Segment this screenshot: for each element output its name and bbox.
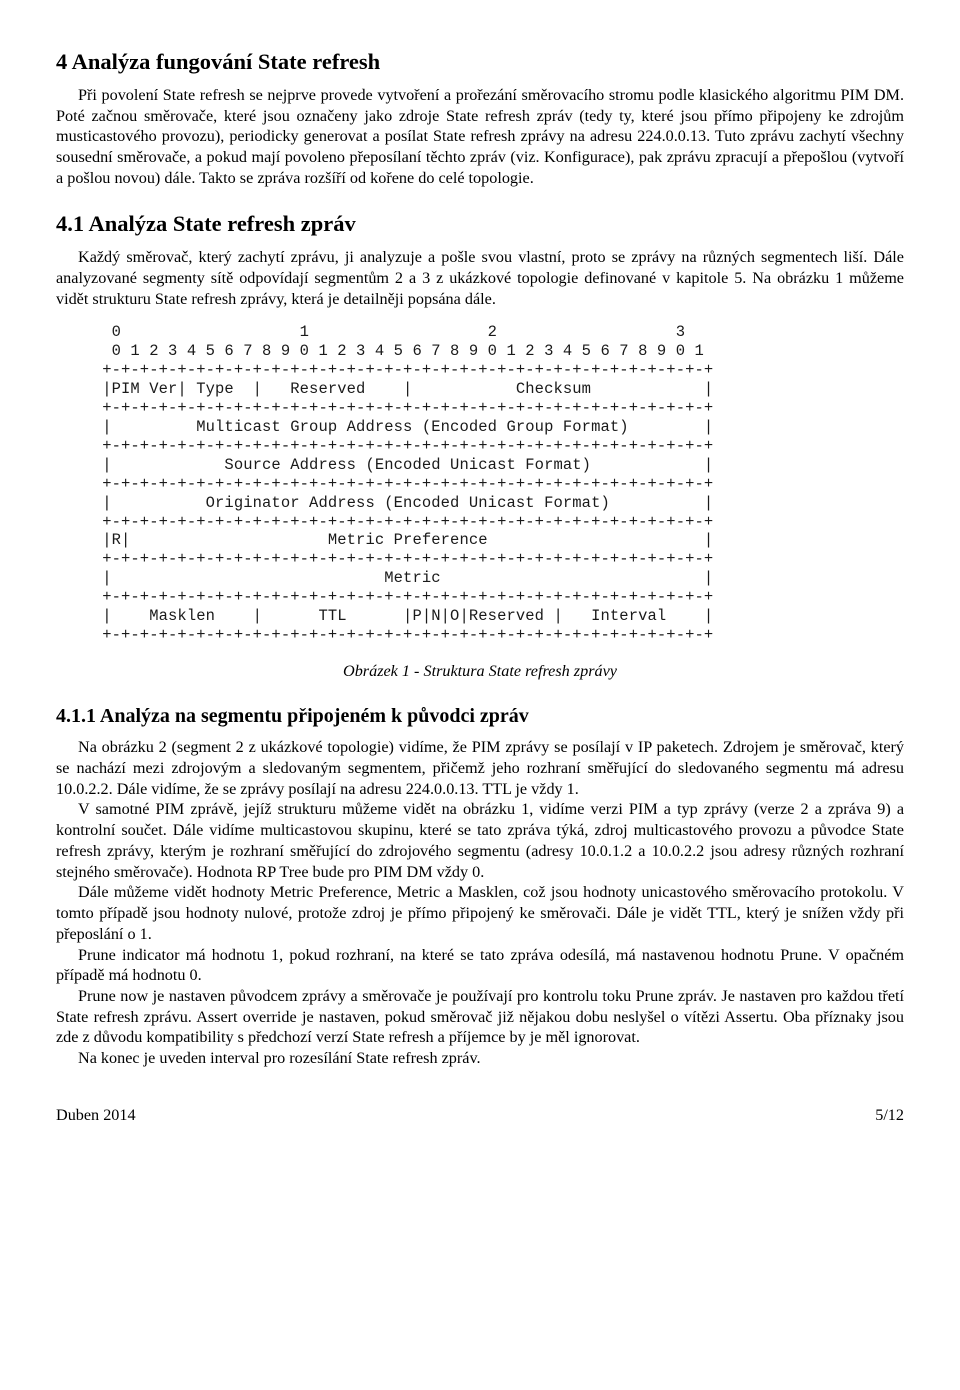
body-paragraph: Při povolení State refresh se nejprve pr… [56,85,904,189]
figure-caption: Obrázek 1 - Struktura State refresh zprá… [56,661,904,682]
subsubsection-heading: 4.1.1 Analýza na segmentu připojeném k p… [56,704,904,730]
body-paragraph: Na obrázku 2 (segment 2 z ukázkové topol… [56,737,904,799]
footer-date: Duben 2014 [56,1105,136,1126]
body-paragraph: V samotné PIM zprávě, jejíž strukturu mů… [56,799,904,882]
body-paragraph: Na konec je uveden interval pro rozesílá… [56,1048,904,1069]
packet-structure-figure: 0 1 2 3 0 1 2 3 4 5 6 7 8 9 0 1 2 3 4 5 … [74,323,904,644]
section-heading: 4 Analýza fungování State refresh [56,48,904,77]
body-paragraph: Každý směrovač, který zachytí zprávu, ji… [56,247,904,309]
body-paragraph: Prune indicator má hodnotu 1, pokud rozh… [56,945,904,986]
body-paragraph: Dále můžeme vidět hodnoty Metric Prefere… [56,882,904,944]
body-paragraph: Prune now je nastaven původcem zprávy a … [56,986,904,1048]
subsection-heading: 4.1 Analýza State refresh zpráv [56,210,904,239]
footer-page-number: 5/12 [875,1105,904,1126]
page-footer: Duben 2014 5/12 [56,1105,904,1126]
